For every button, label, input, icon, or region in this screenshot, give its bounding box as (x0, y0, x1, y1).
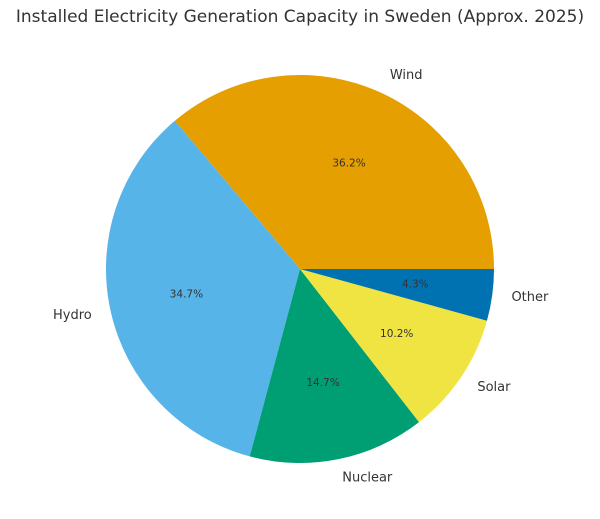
slice-percent-hydro: 34.7% (170, 288, 203, 300)
slice-percent-other: 4.3% (402, 279, 429, 291)
pie-slice-wind (174, 74, 494, 269)
pie-slice-hydro (106, 120, 300, 457)
slice-label-other: Other (511, 290, 549, 305)
slice-label-wind: Wind (390, 68, 423, 83)
pie-slices (106, 74, 494, 463)
pie-slice-other (300, 269, 494, 321)
slice-percent-wind: 36.2% (332, 157, 365, 169)
slice-label-hydro: Hydro (53, 308, 92, 323)
slice-label-nuclear: Nuclear (342, 471, 393, 486)
chart-title: Installed Electricity Generation Capacit… (16, 7, 584, 27)
slice-percent-nuclear: 14.7% (306, 377, 339, 389)
pie-labels: Wind 36.2% Hydro 34.7% Nuclear 14.7% Solar 10.2… (53, 68, 549, 486)
pie-slice-solar (300, 269, 487, 423)
slice-percent-solar: 10.2% (380, 328, 413, 340)
pie-slice-nuclear (249, 269, 420, 463)
slice-label-solar: Solar (477, 380, 511, 395)
